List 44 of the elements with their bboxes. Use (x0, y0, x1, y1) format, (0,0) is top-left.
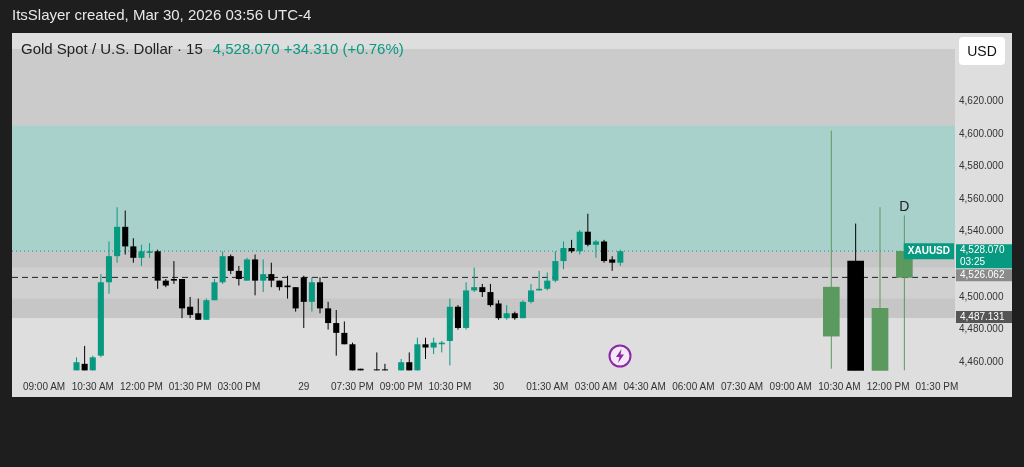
y-tick-label: 4,500.000 (959, 290, 1004, 302)
x-tick-label: 07:30 AM (720, 380, 764, 392)
candlestick (73, 356, 80, 371)
x-tick-label: 12:00 PM (866, 380, 910, 392)
candlestick (211, 278, 218, 301)
x-tick-label: 29 (298, 380, 310, 392)
x-tick-label: 30 (493, 380, 505, 392)
x-tick-label: 01:30 PM (168, 380, 212, 392)
x-tick-label: 01:30 PM (915, 380, 959, 392)
text: XAUUSD (907, 244, 951, 256)
x-tick-label: 09:00 AM (769, 380, 812, 392)
text: USD (959, 37, 1005, 65)
candlestick (422, 337, 429, 360)
y-tick-label: 4,620.000 (959, 94, 1004, 106)
chart-title: Gold Spot / U.S. Dollar · 15 (21, 40, 203, 57)
y-tick-label: 4,580.000 (959, 160, 1004, 172)
x-tick-label: 09:00 PM (379, 380, 423, 392)
x-tick-label: 10:30 PM (428, 380, 472, 392)
candlestick (822, 130, 840, 370)
x-tick-label: 06:00 AM (672, 380, 715, 392)
x-tick-label: 09:00 AM (22, 380, 66, 392)
chart-subtitle: 4,528.070 +34.310 (+0.76%) (212, 40, 404, 57)
x-tick-label: 10:30 AM (71, 380, 114, 392)
text: 4,526.062 (960, 268, 1005, 280)
candlestick (847, 223, 864, 371)
x-tick-label: 04:30 AM (623, 380, 666, 392)
x-tick-label: 12:00 PM (120, 380, 163, 392)
y-tick-label: 4,600.000 (959, 127, 1004, 139)
text: D (899, 198, 910, 215)
x-tick-label: 10:30 AM (818, 380, 861, 392)
candlestick (146, 242, 153, 259)
y-tick-label: 4,480.000 (959, 323, 1004, 335)
band-label: 4,487.131 (960, 310, 1005, 322)
x-tick-label: 07:30 PM (331, 380, 374, 392)
x-tick-label: 03:00 PM (217, 380, 261, 392)
text: ItsSlayer created, Mar 30, 2026 03:56 UTC-4 (12, 6, 312, 23)
candlestick (349, 342, 356, 371)
candlestick (609, 255, 616, 272)
x-tick-label: 01:30 AM (526, 380, 569, 392)
y-tick-label: 4,460.000 (959, 355, 1004, 367)
ref-line-label: 4,528.070 03:25 (960, 243, 1005, 267)
y-tick-label: 4,560.000 (959, 192, 1004, 204)
y-tick-label: 4,540.000 (959, 225, 1004, 237)
x-tick-label: 03:00 AM (574, 380, 618, 392)
